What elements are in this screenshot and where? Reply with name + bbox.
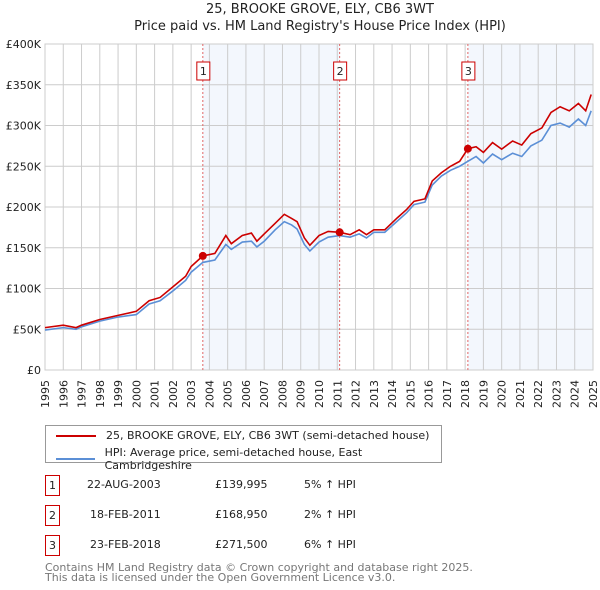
x-tick-label: 1997 (76, 380, 89, 408)
plot-area: 1995 1996 1997 1998 1999 2000 2001 2002 2003 2004… (6, 38, 600, 408)
sale-row: 1 22-AUG-2003 £139,995 5% ↑ HPI (45, 475, 445, 496)
sale-point (463, 144, 472, 153)
sale-hpi-diff: 6% ↑ HPI (304, 538, 356, 551)
legend-item-property: 25, BROOKE GROVE, ELY, CB6 3WT (semi-det… (56, 429, 429, 442)
x-tick-label: 2018 (459, 380, 472, 408)
x-tick-label: 1996 (57, 380, 70, 408)
red-line-swatch (56, 434, 96, 437)
x-tick-label: 2022 (532, 380, 545, 408)
x-tick-label: 2023 (550, 380, 563, 408)
x-tick-label: 2002 (167, 380, 180, 408)
sale-price: £139,995 (215, 478, 268, 491)
x-tick-label: 2019 (477, 380, 490, 408)
sale-marker-label: 3 (465, 65, 472, 78)
x-tick-label: 2008 (276, 380, 289, 408)
x-tick-label: 2004 (203, 380, 216, 408)
sale-row: 2 18-FEB-2011 £168,950 2% ↑ HPI (45, 505, 445, 526)
x-tick-label: 2021 (514, 380, 527, 408)
sale-marker-label: 2 (337, 65, 344, 78)
footer-copyright: Contains HM Land Registry data © Crown c… (45, 561, 473, 574)
x-tick-label: 2015 (404, 380, 417, 408)
x-tick-label: 2012 (350, 380, 363, 408)
blue-line-swatch (56, 458, 95, 460)
x-tick-label: 2003 (185, 380, 198, 408)
y-tick-label: £150K (6, 242, 42, 255)
y-tick-label: £250K (6, 160, 42, 173)
sale-number: 3 (45, 535, 60, 556)
legend-label: 25, BROOKE GROVE, ELY, CB6 3WT (semi-det… (106, 429, 430, 442)
x-tick-label: 2013 (368, 380, 381, 408)
sale-marker-box (461, 61, 476, 81)
sale-date: 23-FEB-2018 (90, 538, 161, 551)
y-tick-label: £300K (6, 120, 42, 133)
sale-date: 18-FEB-2011 (90, 508, 161, 521)
sale-number: 1 (45, 475, 60, 496)
sale-price: £271,500 (215, 538, 268, 551)
x-tick-label: 2011 (331, 380, 344, 408)
y-tick-label: £350K (6, 79, 42, 92)
sale-date: 22-AUG-2003 (87, 478, 161, 491)
sale-marker-label: 1 (200, 65, 207, 78)
x-tick-label: 2025 (587, 380, 600, 408)
sale-marker-box (196, 61, 211, 81)
chart-title: 25, BROOKE GROVE, ELY, CB6 3WT (206, 2, 434, 17)
x-tick-label: 2007 (258, 380, 271, 408)
sale-price: £168,950 (215, 508, 268, 521)
y-tick-label: £100K (6, 283, 42, 296)
x-tick-label: 2001 (149, 380, 162, 408)
x-tick-label: 2010 (313, 380, 326, 408)
x-tick-label: 1995 (39, 380, 52, 408)
y-tick-label: £50K (13, 323, 42, 336)
footer-licence: This data is licensed under the Open Gov… (45, 571, 396, 584)
x-tick-label: 1998 (94, 380, 107, 408)
y-tick-label: £400K (6, 38, 42, 51)
x-tick-label: 2020 (496, 380, 509, 408)
sale-number: 2 (45, 505, 60, 526)
legend-label: HPI: Average price, semi-detached house,… (104, 446, 363, 472)
legend: 25, BROOKE GROVE, ELY, CB6 3WT (semi-det… (45, 425, 442, 472)
x-tick-label: 2000 (130, 380, 143, 408)
x-tick-label: 2017 (441, 380, 454, 408)
y-tick-label: £200K (6, 201, 42, 214)
x-tick-label: 1999 (112, 380, 125, 408)
x-tick-label: 2005 (222, 380, 235, 408)
legend-item-hpi: HPI: Average price, semi-detached house,… (56, 446, 441, 472)
sale-hpi-diff: 2% ↑ HPI (304, 508, 356, 521)
x-tick-label: 2014 (386, 380, 399, 408)
y-tick-label: £0 (27, 364, 41, 377)
x-tick-label: 2024 (569, 380, 582, 408)
x-tick-label: 2006 (240, 380, 253, 408)
chart-subtitle: Price paid vs. HM Land Registry's House … (134, 19, 506, 34)
sale-row: 3 23-FEB-2018 £271,500 6% ↑ HPI (45, 535, 445, 556)
sale-marker-box (333, 61, 348, 81)
plot-border (44, 43, 594, 371)
sale-point (198, 251, 207, 260)
sale-hpi-diff: 5% ↑ HPI (304, 478, 356, 491)
x-tick-label: 2009 (295, 380, 308, 408)
x-tick-label: 2016 (423, 380, 436, 408)
sale-point (335, 228, 344, 237)
